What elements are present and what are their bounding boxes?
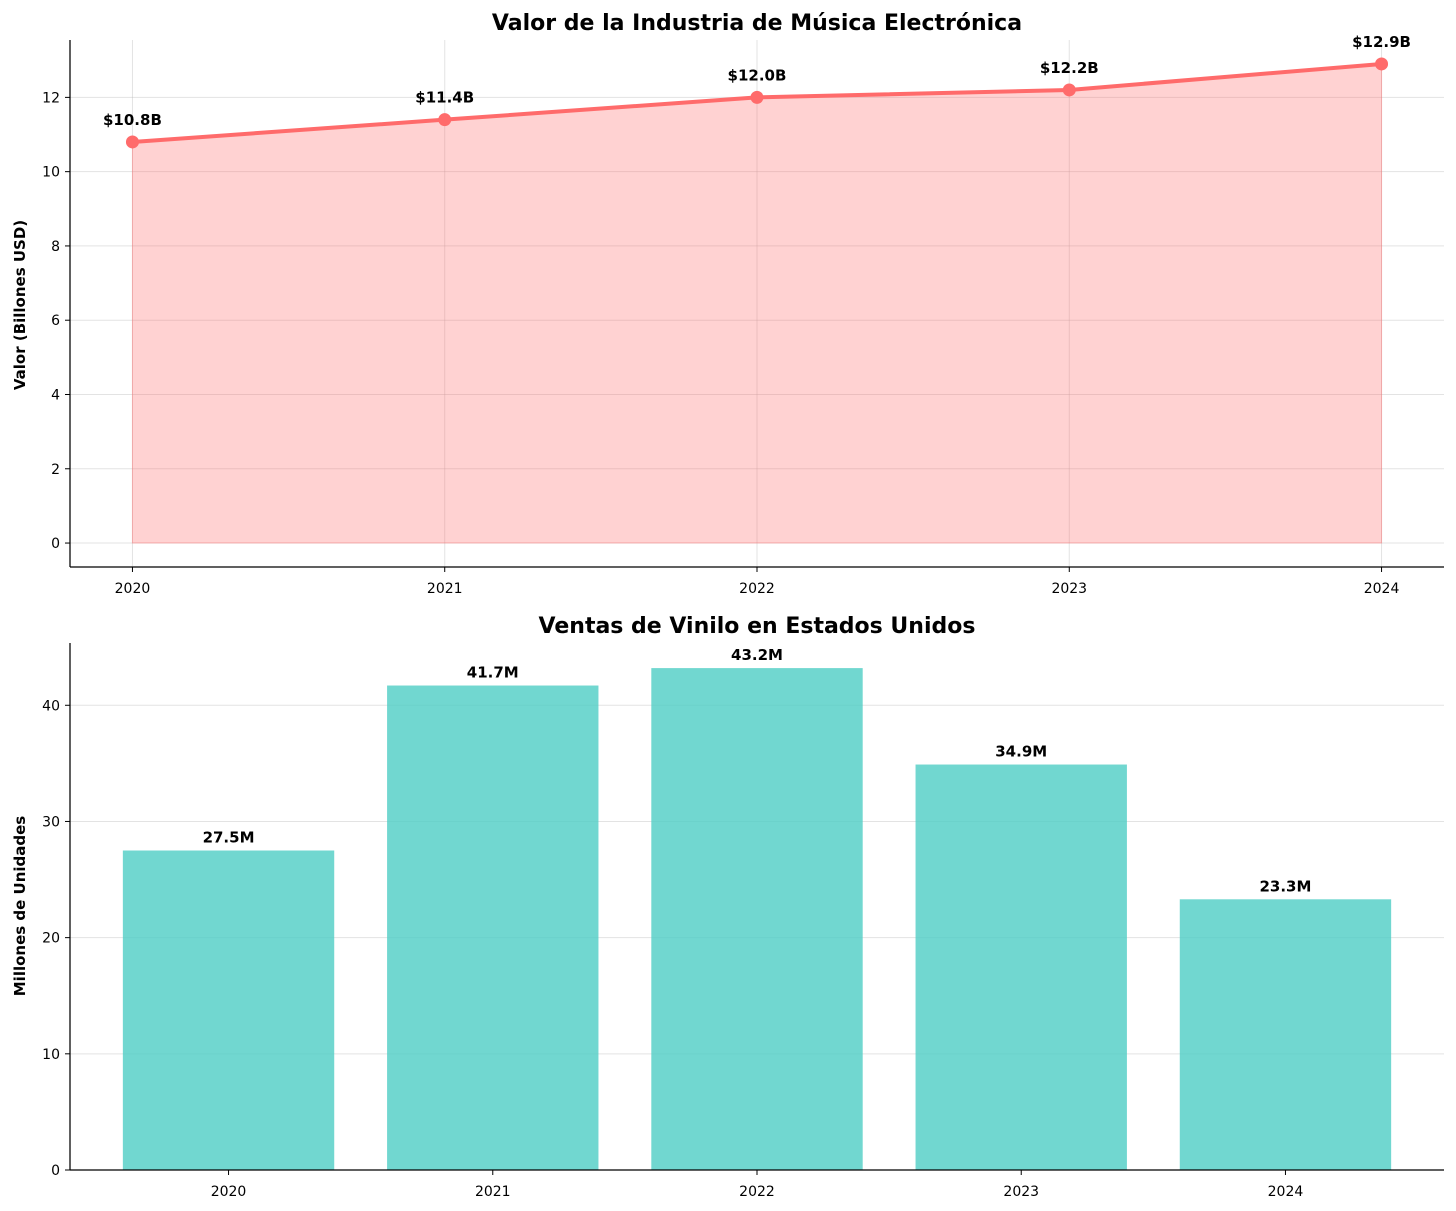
industry-value-area <box>131 63 1383 544</box>
y-tick-label: 2 <box>51 462 60 478</box>
vinyl-sales-bar <box>387 685 599 1170</box>
industry-value-point <box>750 90 764 104</box>
x-tick-label: 2024 <box>1364 581 1400 597</box>
vinyl-sales-data-labels: 27.5M 41.7M 43.2M 34.9M 23.3M <box>203 646 1312 895</box>
industry-value-points <box>125 57 1389 149</box>
x-tick-label: 2020 <box>211 1184 247 1200</box>
y-tick-label: 20 <box>42 931 60 947</box>
industry-value-data-label: $11.4B <box>415 89 474 107</box>
y-tick-label: 10 <box>42 165 60 181</box>
y-tick-label: 8 <box>51 239 60 255</box>
vinyl-sales-data-label: 27.5M <box>203 829 255 847</box>
industry-value-data-label: $12.0B <box>728 66 787 84</box>
vinyl-sales-data-label: 34.9M <box>995 743 1047 761</box>
industry-value-data-labels: $10.8B $11.4B $12.0B $12.2B $12.9B <box>103 33 1411 129</box>
x-tick-label: 2023 <box>1051 581 1087 597</box>
x-tick-label: 2021 <box>427 581 463 597</box>
vinyl-sales-bar <box>915 764 1127 1170</box>
industry-value-point <box>1375 57 1389 71</box>
vinyl-sales-bars <box>122 668 1392 1170</box>
industry-value-data-label: $10.8B <box>103 111 162 129</box>
y-tick-label: 4 <box>51 387 60 403</box>
y-tick-label: 0 <box>51 1163 60 1179</box>
y-tick-label: 10 <box>42 1047 60 1063</box>
y-tick-label: 6 <box>51 313 60 329</box>
vinyl-sales-data-label: 23.3M <box>1259 877 1311 895</box>
vinyl-sales-bar <box>122 850 335 1170</box>
vinyl-x-ticks: 2020 2021 2022 2023 2024 <box>211 1170 1304 1200</box>
industry-value-point <box>125 135 139 149</box>
x-tick-label: 2021 <box>475 1184 511 1200</box>
x-tick-label: 2022 <box>739 1184 775 1200</box>
vinyl-y-axis-label: Millones de Unidades <box>11 816 29 997</box>
industry-chart-title: Valor de la Industria de Música Electrón… <box>492 11 1022 36</box>
x-tick-label: 2022 <box>739 581 775 597</box>
industry-grid <box>70 40 1444 567</box>
vinyl-chart-title: Ventas de Vinilo en Estados Unidos <box>539 614 976 639</box>
industry-value-data-label: $12.2B <box>1040 59 1099 77</box>
vinyl-sales-bar <box>651 668 863 1170</box>
vinyl-sales-bar <box>1179 899 1392 1170</box>
x-tick-label: 2024 <box>1268 1184 1304 1200</box>
industry-x-ticks: 2020 2021 2022 2023 2024 <box>115 567 1400 597</box>
y-tick-label: 12 <box>42 90 60 106</box>
vinyl-sales-chart: 27.5M 41.7M 43.2M 34.9M 23.3M 0 10 20 30 40 2020… <box>11 614 1444 1200</box>
industry-value-data-label: $12.9B <box>1352 33 1411 51</box>
vinyl-sales-data-label: 43.2M <box>731 646 783 664</box>
x-tick-label: 2023 <box>1003 1184 1039 1200</box>
y-tick-label: 0 <box>51 536 60 552</box>
industry-value-chart: $10.8B $11.4B $12.0B $12.2B $12.9B 0 2 4 6 8 10 12… <box>11 11 1444 597</box>
y-tick-label: 30 <box>42 814 60 830</box>
industry-value-point <box>438 113 452 127</box>
x-tick-label: 2020 <box>115 581 151 597</box>
vinyl-sales-data-label: 41.7M <box>467 664 519 682</box>
y-tick-label: 40 <box>42 698 60 714</box>
industry-y-axis-label: Valor (Billones USD) <box>11 220 29 390</box>
industry-y-ticks: 0 2 4 6 8 10 12 <box>42 90 70 552</box>
vinyl-y-ticks: 0 10 20 30 40 <box>42 698 70 1179</box>
industry-value-point <box>1062 83 1076 97</box>
